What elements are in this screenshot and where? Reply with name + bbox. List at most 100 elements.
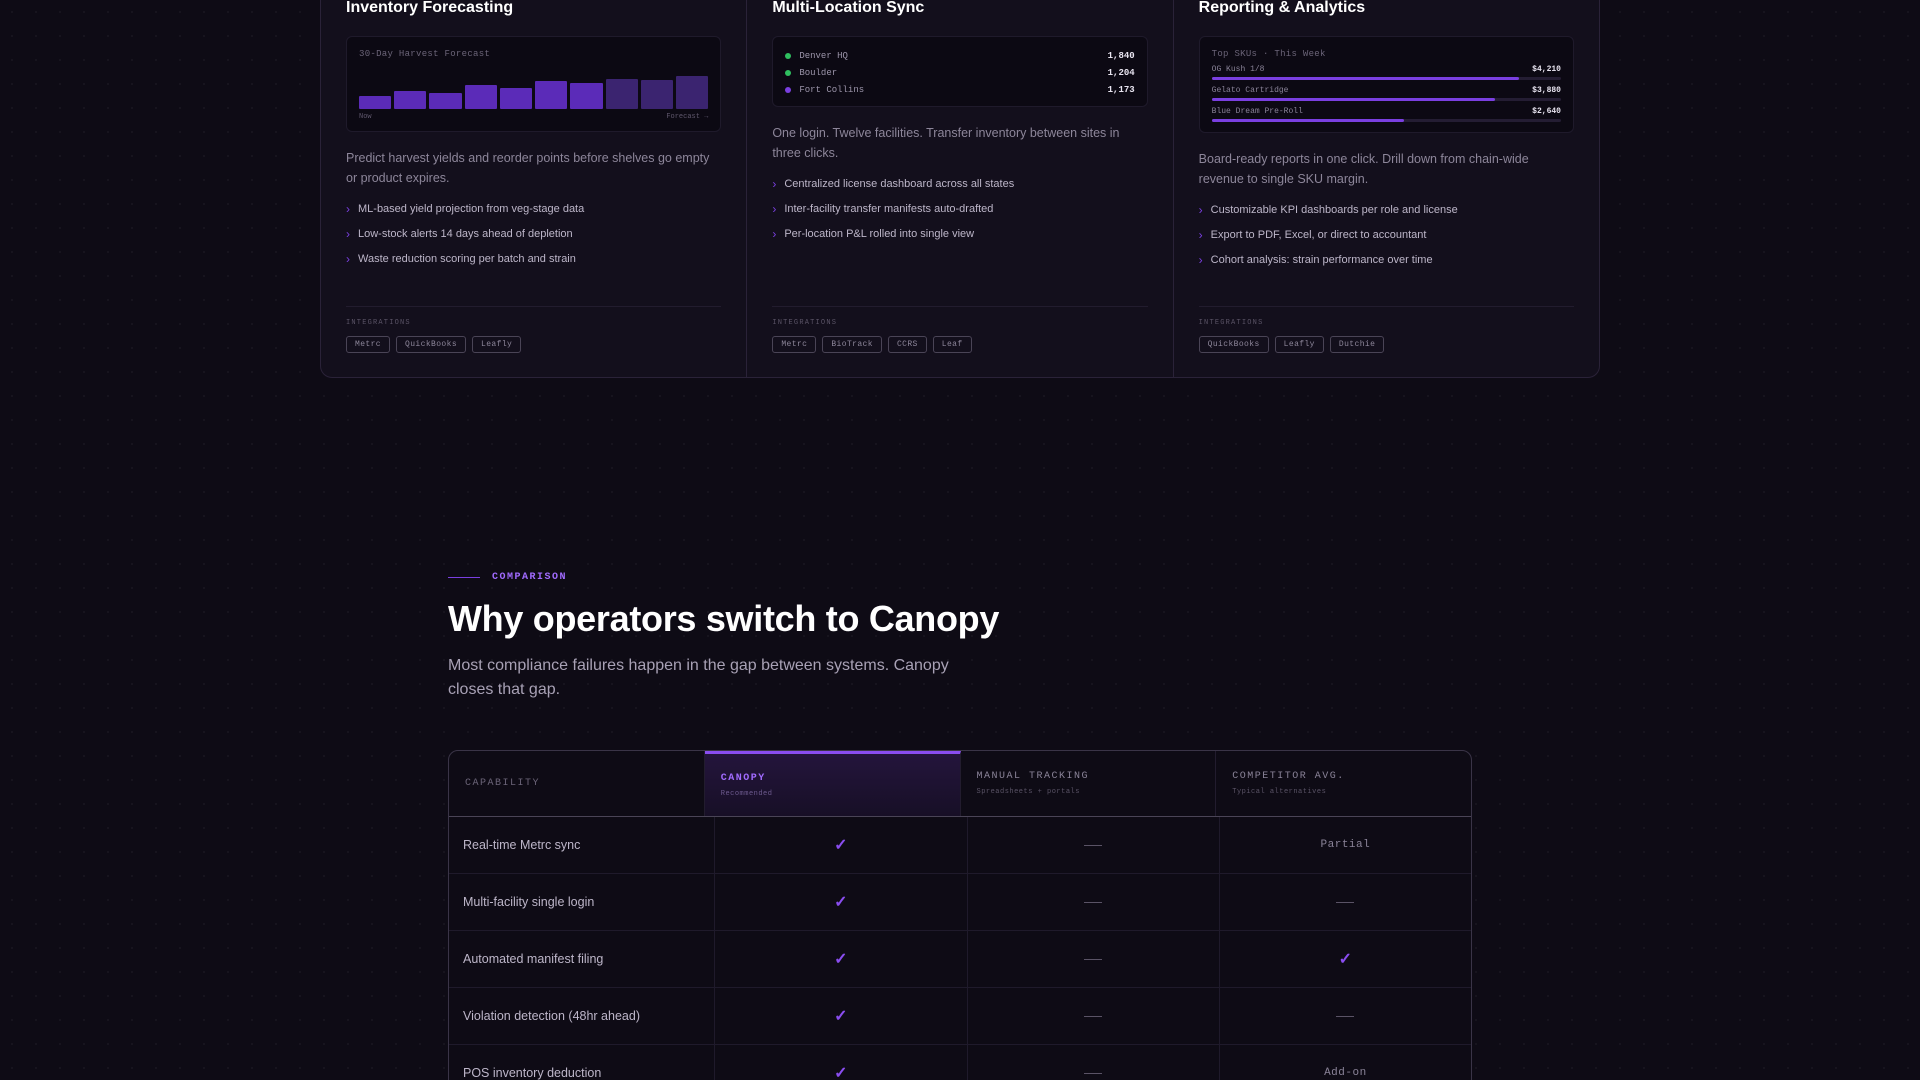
feature-bullet: › Low-stock alerts 14 days ahead of deple… [346,227,573,241]
dash-icon [1084,901,1103,903]
axis-right-label: Forecast → [666,113,709,121]
feature-bullet: › Cohort analysis: strain performance ove… [1198,253,1433,267]
column-header-competitor: COMPETITOR AVG. Typical alternatives [1232,771,1345,796]
forecast-bar [429,93,462,109]
cell-value: Add-on [1324,1067,1367,1079]
comparison-cell: ✓ [715,817,968,873]
capability-cell: Automated manifest filing [449,931,716,987]
location-row: Boulder 1,204 [785,64,1135,81]
check-icon: ✓ [1338,951,1353,968]
status-dot-icon [785,52,792,59]
feature-bullets: › Centralized license dashboard across al… [772,177,1147,252]
comparison-cell [968,988,1220,1044]
capability-cell: POS inventory deduction [449,1045,716,1080]
features-grid: Inventory Forecasting 30-Day Harvest For… [320,0,1600,378]
feature-description: One login. Twelve facilities. Transfer i… [772,126,1120,160]
integration-chip[interactable]: Metrc [772,336,817,353]
column-header-manual: MANUAL TRACKING Spreadsheets + portals [961,751,1217,816]
sku-row: Gelato Cartridge $3,880 [1211,86,1561,101]
integration-chip[interactable]: QuickBooks [1198,336,1269,353]
integrations: INTEGRATIONS Metrc BioTrack CCRS Leaf [772,306,1148,353]
chevron-right-icon: › [346,202,350,216]
feature-description: Board-ready reports in one click. Drill … [1198,152,1529,186]
sku-progress-track [1211,98,1561,101]
feature-bullet: › Inter-facility transfer manifests auto-… [772,202,994,216]
forecast-bar [605,78,638,109]
table-row: Real-time Metrc sync ✓ Partial [449,817,1471,874]
sku-row: OG Kush 1/8 $4,210 [1211,65,1561,80]
integrations: INTEGRATIONS Metrc QuickBooks Leafly [346,306,722,353]
integration-chip[interactable]: QuickBooks [396,336,467,353]
axis-left-label: Now [359,113,372,121]
sku-progress-fill [1211,77,1520,80]
feature-bullet: › Per-location P&L rolled into single vie… [772,227,975,241]
status-dot-icon [785,69,792,76]
forecast-bar [535,81,568,109]
integration-chip[interactable]: Metrc [346,336,391,353]
chevron-right-icon: › [772,227,777,241]
chevron-right-icon: › [1198,253,1203,267]
cell-value: Partial [1320,839,1371,851]
dash-icon [1336,1015,1355,1017]
sku-progress-fill [1211,119,1404,122]
comparison-cell [968,1045,1220,1080]
comparison-cell [1220,874,1471,930]
chevron-right-icon: › [1198,228,1203,242]
forecast-bar [570,83,603,109]
comparison-table: CAPABILITY CANOPY Recommended MANUAL TRA… [448,750,1472,1080]
location-row: Fort Collins 1,173 [785,81,1135,98]
column-header-capability: CAPABILITY [449,751,705,816]
section-title: Why operators switch to Canopy [448,598,1000,639]
integration-chip[interactable]: Leaf [932,336,972,353]
comparison-cell [968,931,1220,987]
section-subtitle: Most compliance failures happen in the g… [448,657,949,698]
feature-title: Inventory Forecasting [346,0,514,16]
preview-title: 30-Day Harvest Forecast [359,49,491,59]
dash-icon [1084,1072,1103,1074]
forecast-bar [359,95,392,109]
feature-card-multi-location: Multi-Location Sync Denver HQ 1,840 Boul… [747,0,1174,377]
feature-bullet: › Customizable KPI dashboards per role an… [1198,203,1458,217]
forecast-preview: 30-Day Harvest Forecast Now Forecast → [346,36,722,132]
locations-preview: Denver HQ 1,840 Boulder 1,204 Fort Colli… [772,36,1148,107]
integrations-label: INTEGRATIONS [1198,319,1264,327]
feature-title: Reporting & Analytics [1198,0,1366,16]
location-row: Denver HQ 1,840 [785,47,1135,64]
chevron-right-icon: › [1198,203,1203,217]
integrations-label: INTEGRATIONS [346,319,411,327]
chevron-right-icon: › [346,227,350,241]
comparison-cell: ✓ [715,988,968,1044]
comparison-cell: ✓ [1220,931,1471,987]
check-icon: ✓ [834,951,848,968]
table-row: POS inventory deduction ✓ Add-on [449,1045,1471,1080]
chevron-right-icon: › [346,252,350,266]
table-body: Real-time Metrc sync ✓ Partial Multi-facili… [449,817,1471,1080]
integration-chip[interactable]: Dutchie [1329,336,1385,353]
feature-title: Multi-Location Sync [772,0,925,16]
feature-bullet: › ML-based yield projection from veg-stag… [346,202,585,216]
integrations: INTEGRATIONS QuickBooks Leafly Dutchie [1198,306,1574,353]
comparison-cell: Partial [1220,817,1471,873]
comparison-cell [968,817,1220,873]
sku-progress-track [1211,77,1561,80]
integration-chip[interactable]: BioTrack [822,336,882,353]
column-header-canopy: CANOPY Recommended [704,751,961,816]
eyebrow-divider [448,577,480,578]
sku-row: Blue Dream Pre-Roll $2,640 [1211,107,1561,122]
feature-bullets: › ML-based yield projection from veg-stag… [346,202,721,277]
comparison-cell [1220,988,1471,1044]
feature-card-reporting: Reporting & Analytics Top SKUs · This We… [1174,0,1599,377]
forecast-bar [464,85,497,109]
feature-card-forecasting: Inventory Forecasting 30-Day Harvest For… [321,0,748,377]
integration-chips: Metrc QuickBooks Leafly [346,336,721,353]
check-icon: ✓ [834,1008,848,1025]
chevron-right-icon: › [772,177,777,191]
feature-bullet: › Centralized license dashboard across al… [772,177,1015,191]
integration-chip[interactable]: Leafly [1274,336,1324,353]
feature-bullets: › Customizable KPI dashboards per role an… [1199,203,1574,278]
comparison-cell: ✓ [715,931,968,987]
integrations-label: INTEGRATIONS [772,319,838,327]
section-eyebrow: COMPARISON [448,572,567,583]
integration-chip[interactable]: Leafly [472,336,522,353]
integration-chip[interactable]: CCRS [887,336,927,353]
